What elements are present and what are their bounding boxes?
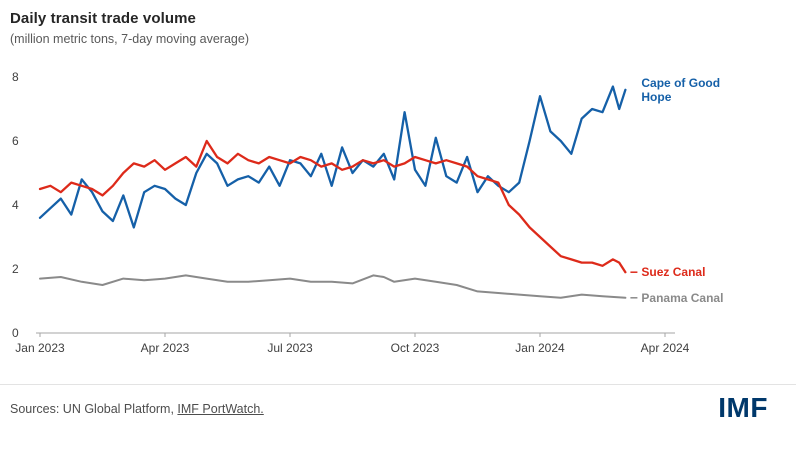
x-tick-label: Jan 2023 bbox=[15, 341, 65, 355]
page-title: Daily transit trade volume bbox=[10, 10, 196, 27]
series-label-cape-of-good-hope: Hope bbox=[641, 90, 671, 104]
x-tick-label: Oct 2023 bbox=[391, 341, 440, 355]
x-tick-label: Apr 2024 bbox=[641, 341, 690, 355]
sources-note: Sources: UN Global Platform, IMF PortWat… bbox=[10, 402, 264, 416]
series-line-panama-canal bbox=[39, 274, 627, 299]
series-label-cape-of-good-hope: Cape of Good bbox=[641, 76, 720, 90]
sources-prefix: Sources: UN Global Platform, bbox=[10, 402, 178, 416]
y-tick-label: 0 bbox=[12, 326, 19, 340]
x-tick-label: Jan 2024 bbox=[515, 341, 565, 355]
chart-header: Daily transit trade volume (million metr… bbox=[10, 10, 249, 46]
series-line-cape-of-good-hope bbox=[38, 85, 627, 229]
y-tick-label: 6 bbox=[12, 134, 19, 148]
footer-divider bbox=[0, 384, 796, 385]
x-tick-label: Apr 2023 bbox=[141, 341, 190, 355]
y-tick-label: 4 bbox=[12, 198, 19, 212]
series-label-suez-canal: Suez Canal bbox=[641, 265, 705, 279]
series-line-suez-canal bbox=[38, 139, 627, 274]
x-tick-label: Jul 2023 bbox=[267, 341, 313, 355]
y-tick-label: 2 bbox=[12, 262, 19, 276]
imf-logo: IMF bbox=[718, 392, 768, 423]
page-subtitle: (million metric tons, 7-day moving avera… bbox=[10, 32, 249, 46]
series-label-panama-canal: Panama Canal bbox=[641, 291, 723, 305]
line-chart: 0 2 4 6 8 Jan 2023 Apr 2023 Jul 2023 Oct 2023 Jan… bbox=[12, 70, 723, 355]
y-tick-label: 8 bbox=[12, 70, 19, 84]
portwatch-link[interactable]: IMF PortWatch. bbox=[177, 402, 264, 416]
